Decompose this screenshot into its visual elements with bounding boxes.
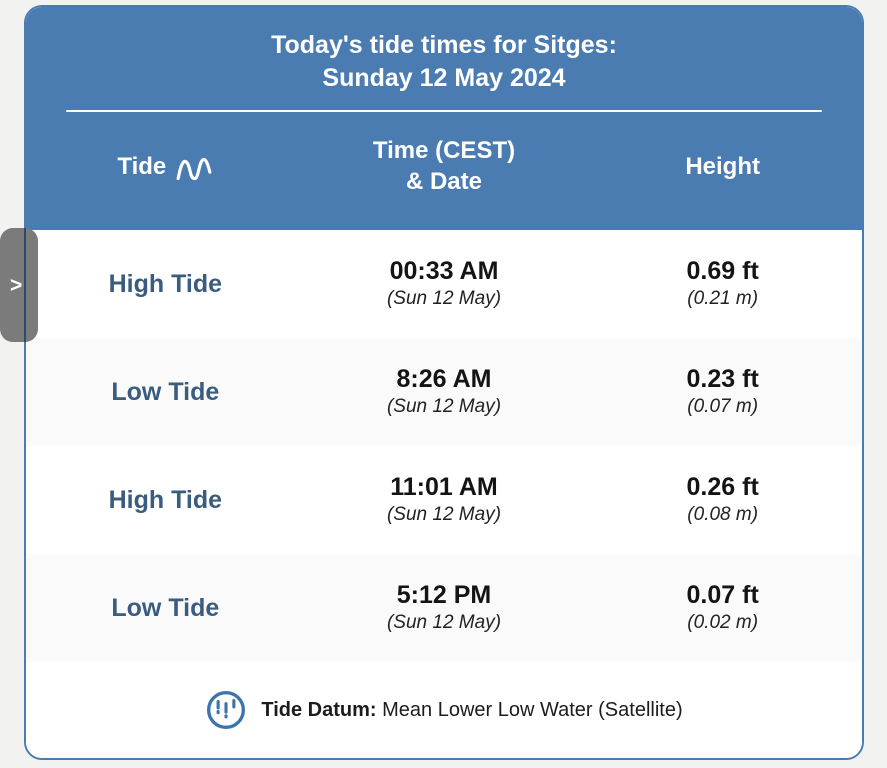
date-value: (Sun 12 May) (386, 612, 502, 633)
column-header-time: Time (CEST) & Date (305, 135, 584, 197)
table-row: High Tide 11:01 AM (Sun 12 May) 0.26 ft … (26, 446, 862, 554)
tide-datum-footer: Tide Datum: Mean Lower Low Water (Satell… (26, 662, 862, 758)
date-value: (Sun 12 May) (386, 504, 502, 525)
height-metric-value: (0.02 m) (687, 612, 759, 633)
tide-type-cell: High Tide (108, 485, 223, 514)
tide-datum-text: Tide Datum: Mean Lower Low Water (Satell… (261, 699, 682, 722)
height-cell: 0.26 ft (0.08 m) (583, 472, 862, 528)
tide-type-cell: High Tide (108, 269, 223, 298)
header-divider (66, 110, 822, 112)
height-value: 0.69 ft (686, 257, 759, 285)
time-value: 00:33 AM (389, 257, 499, 285)
height-metric-value: (0.08 m) (687, 504, 759, 525)
height-metric-value: (0.21 m) (687, 288, 759, 309)
wave-icon (175, 150, 213, 188)
time-cell: 00:33 AM (Sun 12 May) (305, 256, 584, 312)
title-line-1: Today's tide times for Sitges: (271, 31, 617, 59)
chevron-right-icon: > (10, 273, 23, 297)
page-title: Today's tide times for Sitges: Sunday 12… (26, 7, 862, 95)
time-value: 5:12 PM (396, 581, 492, 609)
height-value: 0.23 ft (686, 365, 759, 393)
height-cell: 0.07 ft (0.02 m) (583, 580, 862, 636)
time-cell: 8:26 AM (Sun 12 May) (305, 364, 584, 420)
time-cell: 5:12 PM (Sun 12 May) (305, 580, 584, 636)
time-cell: 11:01 AM (Sun 12 May) (305, 472, 584, 528)
time-value: 8:26 AM (396, 365, 492, 393)
height-value: 0.07 ft (686, 581, 759, 609)
table-row: High Tide 00:33 AM (Sun 12 May) 0.69 ft … (26, 230, 862, 338)
tide-type-cell: Low Tide (111, 593, 220, 622)
column-header-time-line2: & Date (405, 168, 482, 195)
column-header-tide: Tide (26, 144, 305, 188)
column-header-time-line1: Time (CEST) (372, 137, 516, 164)
drawer-handle[interactable]: > (0, 228, 38, 342)
height-cell: 0.69 ft (0.21 m) (583, 256, 862, 312)
time-value: 11:01 AM (390, 473, 498, 501)
table-header: Today's tide times for Sitges: Sunday 12… (26, 7, 862, 230)
column-header-tide-label: Tide (117, 152, 167, 180)
date-value: (Sun 12 May) (386, 288, 502, 309)
tide-type-cell: Low Tide (111, 377, 220, 406)
height-metric-value: (0.07 m) (687, 396, 759, 417)
water-datum-icon (205, 689, 247, 731)
height-cell: 0.23 ft (0.07 m) (583, 364, 862, 420)
title-line-2: Sunday 12 May 2024 (322, 64, 566, 92)
table-row: Low Tide 5:12 PM (Sun 12 May) 0.07 ft (0… (26, 554, 862, 662)
table-row: Low Tide 8:26 AM (Sun 12 May) 0.23 ft (0… (26, 338, 862, 446)
date-value: (Sun 12 May) (386, 396, 502, 417)
tide-table-panel: Today's tide times for Sitges: Sunday 12… (24, 5, 864, 760)
tide-datum-label: Tide Datum: (261, 698, 377, 721)
column-header-height: Height (685, 152, 760, 180)
height-value: 0.26 ft (686, 473, 759, 501)
tide-datum-value: Mean Lower Low Water (Satellite) (382, 698, 683, 721)
column-headers: Tide Time (CEST) & Date Height (26, 112, 862, 220)
